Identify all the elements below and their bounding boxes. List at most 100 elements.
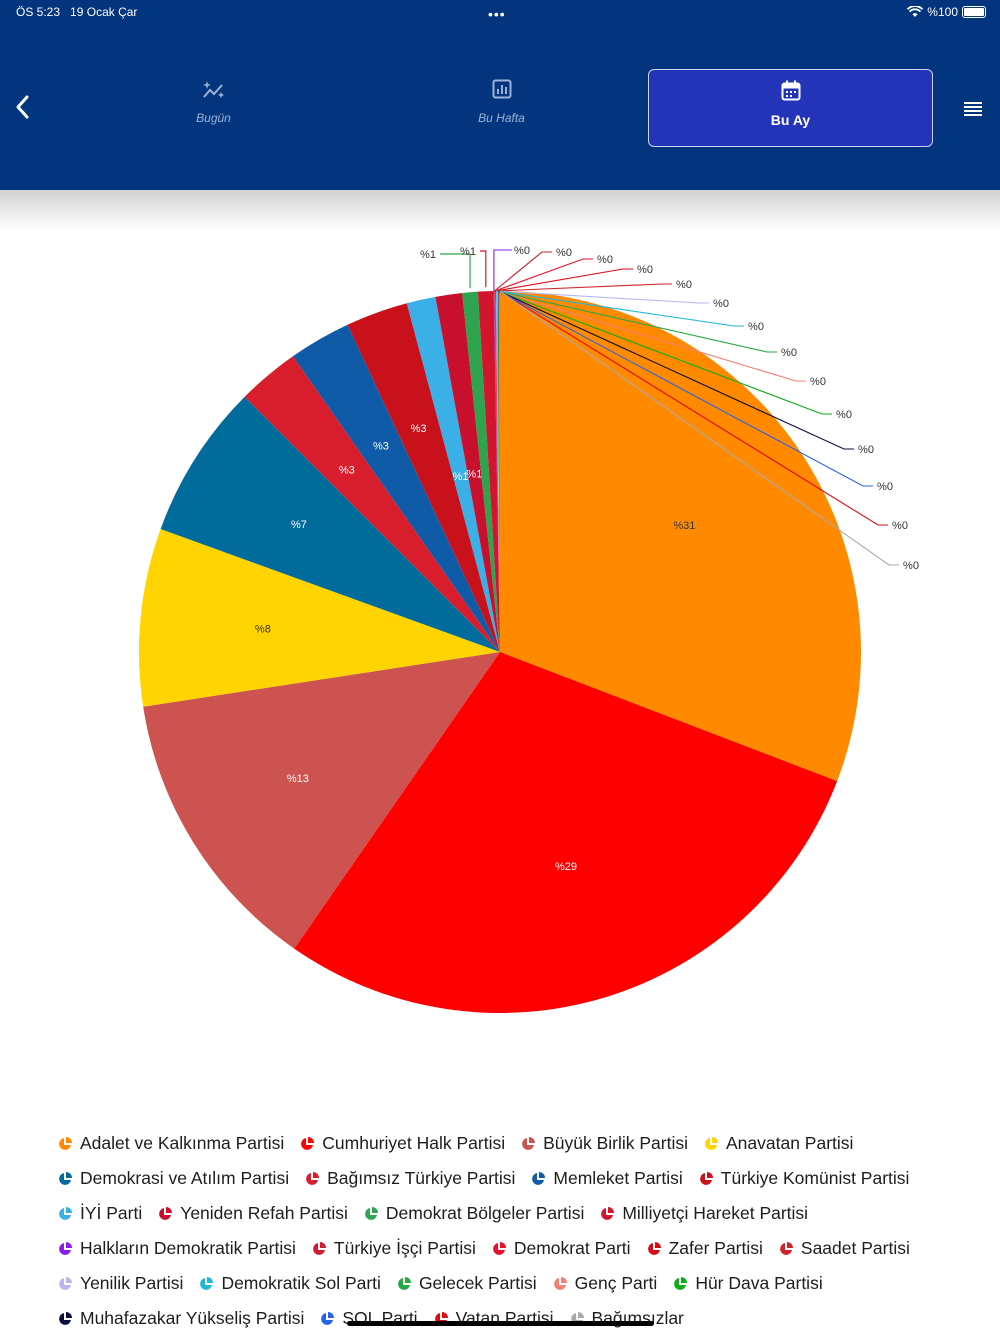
callout-label: %0: [892, 520, 908, 532]
slice-label: %1: [466, 468, 482, 480]
header-shadow: [0, 190, 1000, 230]
legend-label: Bağımsız Türkiye Partisi: [327, 1168, 515, 1189]
legend-label: İYİ Parti: [80, 1203, 142, 1224]
pie-legend-icon: [58, 1277, 72, 1291]
tab-bu-ay[interactable]: Bu Ay: [648, 69, 933, 147]
pie-legend-icon: [158, 1207, 172, 1221]
legend-label: Genç Parti: [575, 1273, 658, 1294]
legend-item[interactable]: Demokrat Bölgeler Partisi: [364, 1203, 584, 1224]
legend-label: Memleket Partisi: [553, 1168, 682, 1189]
callout-label: %1: [420, 249, 436, 261]
slice-label: %7: [291, 519, 307, 531]
legend-item[interactable]: Anavatan Partisi: [704, 1133, 853, 1154]
pie-legend-icon: [531, 1172, 545, 1186]
pie-legend-icon: [58, 1242, 72, 1256]
slice-label: %29: [555, 861, 577, 873]
legend-item[interactable]: Demokrat Parti: [492, 1238, 631, 1259]
multitask-dots[interactable]: •••: [488, 6, 506, 22]
legend-label: Türkiye Komünist Partisi: [721, 1168, 910, 1189]
legend-label: Demokrasi ve Atılım Partisi: [80, 1168, 289, 1189]
tab-bu-hafta[interactable]: Bu Hafta: [360, 69, 643, 145]
legend-item[interactable]: Gelecek Partisi: [397, 1273, 537, 1294]
callout-label: %1: [460, 246, 476, 258]
legend-item[interactable]: Memleket Partisi: [531, 1168, 682, 1189]
legend-item[interactable]: Büyük Birlik Partisi: [521, 1133, 688, 1154]
battery-icon: [962, 6, 986, 18]
legend-item[interactable]: Genç Parti: [553, 1273, 658, 1294]
callout-label: %0: [676, 279, 692, 291]
legend-label: Zafer Partisi: [669, 1238, 763, 1259]
pie-legend-icon: [199, 1277, 213, 1291]
callout-label: %0: [858, 444, 874, 456]
legend-item[interactable]: Demokrasi ve Atılım Partisi: [58, 1168, 289, 1189]
callout-label: %0: [810, 376, 826, 388]
legend-item[interactable]: Zafer Partisi: [647, 1238, 763, 1259]
legend-item[interactable]: Milliyetçi Hareket Partisi: [600, 1203, 808, 1224]
legend-item[interactable]: Muhafazakar Yükseliş Partisi: [58, 1308, 304, 1329]
legend-row: Halkların Demokratik Partisi Türkiye İşçi…: [58, 1231, 978, 1266]
chart-legend: Adalet ve Kalkınma Partisi Cumhuriyet Hal…: [58, 1126, 978, 1336]
legend-item[interactable]: Saadet Partisi: [779, 1238, 910, 1259]
callout-line: [480, 251, 486, 287]
legend-item[interactable]: Türkiye İşçi Partisi: [312, 1238, 476, 1259]
home-indicator[interactable]: [347, 1321, 654, 1326]
legend-item[interactable]: Yenilik Partisi: [58, 1273, 183, 1294]
legend-item[interactable]: Hür Dava Partisi: [673, 1273, 822, 1294]
callout-label: %0: [556, 247, 572, 259]
app-header: ÖS 5:23 19 Ocak Çar ••• %100 Bugün Bu Ha…: [0, 0, 1000, 190]
tab-label: Bu Ay: [649, 112, 932, 128]
callout-line: [494, 250, 512, 291]
callout-line: [496, 284, 672, 291]
pie-legend-icon: [704, 1137, 718, 1151]
legend-label: Adalet ve Kalkınma Partisi: [80, 1133, 284, 1154]
battery-percent: %100: [927, 5, 958, 19]
pie-legend-icon: [397, 1277, 411, 1291]
legend-label: Cumhuriyet Halk Partisi: [322, 1133, 505, 1154]
legend-row: Adalet ve Kalkınma Partisi Cumhuriyet Hal…: [58, 1126, 978, 1161]
legend-label: Muhafazakar Yükseliş Partisi: [80, 1308, 304, 1329]
status-time-date: ÖS 5:23 19 Ocak Çar: [16, 5, 137, 19]
slice-label: %3: [373, 441, 389, 453]
calendar-icon: [649, 80, 932, 104]
pie-legend-icon: [58, 1172, 72, 1186]
legend-item[interactable]: İYİ Parti: [58, 1203, 142, 1224]
legend-item[interactable]: Demokratik Sol Parti: [199, 1273, 381, 1294]
pie-legend-icon: [312, 1242, 326, 1256]
pie-legend-icon: [305, 1172, 319, 1186]
legend-label: Yeniden Refah Partisi: [180, 1203, 348, 1224]
sparkle-chart-icon: [72, 79, 355, 103]
slice-label: %13: [287, 773, 309, 785]
legend-label: Büyük Birlik Partisi: [543, 1133, 688, 1154]
callout-line: [495, 259, 593, 291]
legend-label: Gelecek Partisi: [419, 1273, 537, 1294]
callout-label: %0: [597, 254, 613, 266]
legend-row: Demokrasi ve Atılım Partisi Bağımsız Türk…: [58, 1161, 978, 1196]
legend-item[interactable]: Adalet ve Kalkınma Partisi: [58, 1133, 284, 1154]
callout-line: [440, 254, 470, 288]
slice-label: %8: [255, 624, 271, 636]
wifi-icon: [907, 6, 923, 18]
legend-item[interactable]: Türkiye Komünist Partisi: [699, 1168, 910, 1189]
slice-label: %3: [339, 465, 355, 477]
menu-icon[interactable]: [964, 102, 982, 116]
legend-item[interactable]: Halkların Demokratik Partisi: [58, 1238, 296, 1259]
status-time: ÖS 5:23: [16, 5, 60, 19]
tab-bugun[interactable]: Bugün: [72, 69, 355, 145]
legend-item[interactable]: Bağımsız Türkiye Partisi: [305, 1168, 515, 1189]
bar-chart-icon: [360, 79, 643, 103]
pie-legend-icon: [364, 1207, 378, 1221]
pie-legend-icon: [779, 1242, 793, 1256]
pie-legend-icon: [300, 1137, 314, 1151]
pie-legend-icon: [492, 1242, 506, 1256]
legend-item[interactable]: Cumhuriyet Halk Partisi: [300, 1133, 505, 1154]
pie-legend-icon: [58, 1312, 72, 1326]
pie-legend-icon: [553, 1277, 567, 1291]
back-chevron-icon[interactable]: [12, 92, 34, 122]
legend-label: Yenilik Partisi: [80, 1273, 183, 1294]
callout-label: %0: [781, 347, 797, 359]
pie-legend-icon: [699, 1172, 713, 1186]
slice-label: %31: [673, 520, 695, 532]
pie-chart: %31%29%13%8%7%3%3%3%1%1%1%1%0%0%0%0%0%0%…: [0, 230, 1000, 1090]
legend-item[interactable]: Yeniden Refah Partisi: [158, 1203, 348, 1224]
